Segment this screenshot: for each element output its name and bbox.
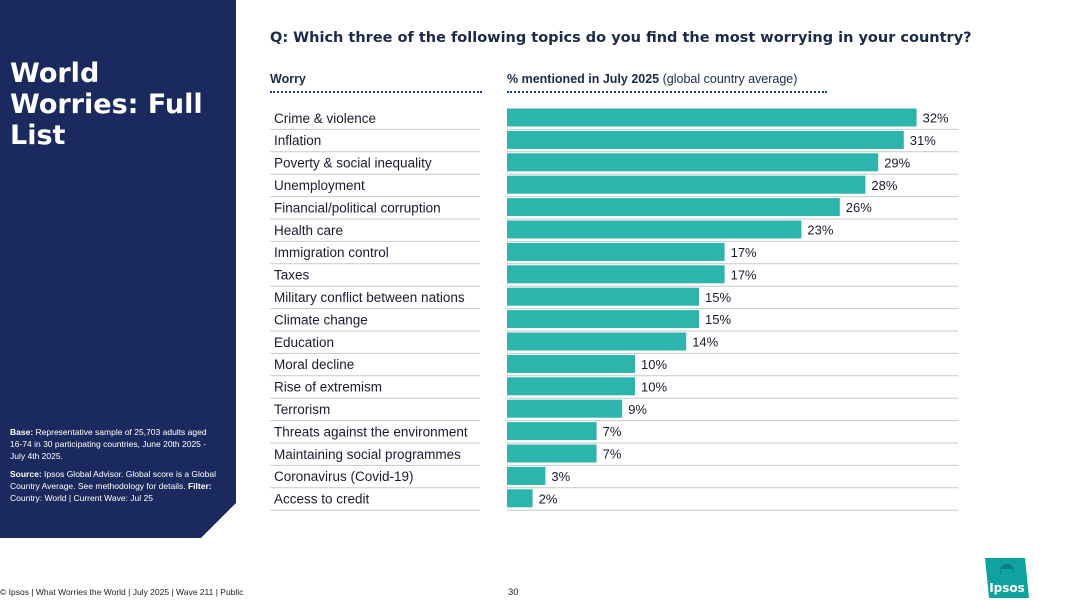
bar xyxy=(507,265,725,284)
category-label: Rise of extremism xyxy=(274,380,382,395)
bar xyxy=(507,287,699,306)
data-label: 31% xyxy=(910,133,936,148)
category-label: Crime & violence xyxy=(274,111,376,126)
logo-text: Ipsos xyxy=(989,581,1025,595)
base-label: Base: xyxy=(10,427,34,437)
data-label: 15% xyxy=(705,290,731,305)
category-label: Unemployment xyxy=(274,178,365,193)
data-label: 3% xyxy=(551,469,570,484)
filter-label: Filter: xyxy=(187,481,212,491)
data-label: 10% xyxy=(641,379,667,394)
category-label: Taxes xyxy=(274,268,310,283)
category-label: Coronavirus (Covid-19) xyxy=(274,469,414,484)
column-header-worry: Worry xyxy=(270,72,482,93)
page-title: World Worries: Full List xyxy=(10,58,203,151)
bar xyxy=(507,108,917,127)
category-label: Climate change xyxy=(274,312,368,327)
data-label: 29% xyxy=(884,155,910,170)
category-label: Maintaining social programmes xyxy=(274,447,461,462)
data-label: 10% xyxy=(641,357,667,372)
category-label: Inflation xyxy=(274,133,321,148)
category-label: Poverty & social inequality xyxy=(274,156,432,171)
bar xyxy=(507,466,546,485)
bar xyxy=(507,354,635,373)
data-label: 7% xyxy=(603,447,622,462)
source-label: Source: xyxy=(10,469,42,479)
source-text: Ipsos Global Advisor. Global score is a … xyxy=(10,469,216,491)
data-label: 26% xyxy=(846,200,872,215)
data-label: 23% xyxy=(807,223,833,238)
base-text: Representative sample of 25,703 adults a… xyxy=(10,427,207,461)
bar xyxy=(507,310,699,329)
sidebar-panel: World Worries: Full List Base: Represent… xyxy=(0,0,236,538)
bar xyxy=(507,153,879,172)
bar xyxy=(507,175,866,194)
bar xyxy=(507,399,623,418)
data-label: 15% xyxy=(705,312,731,327)
bar xyxy=(507,444,597,463)
data-label: 32% xyxy=(923,111,949,126)
sidebar-background xyxy=(0,0,236,538)
data-label: 14% xyxy=(692,335,718,350)
footer-text: © Ipsos | What Worries the World | July … xyxy=(0,587,244,597)
category-label: Education xyxy=(274,335,334,350)
ipsos-logo: Ipsos xyxy=(985,558,1029,598)
bar xyxy=(507,377,635,396)
bar xyxy=(507,489,533,508)
methodology-notes: Base: Representative sample of 25,703 ad… xyxy=(10,426,216,510)
filter-text: Country: World | Current Wave: Jul 25 xyxy=(10,493,153,503)
category-label: Terrorism xyxy=(274,402,330,417)
ipsos-logo-icon: Ipsos xyxy=(985,558,1029,598)
bar xyxy=(507,242,725,261)
category-label: Health care xyxy=(274,223,343,238)
bar xyxy=(507,422,597,441)
page-number: 30 xyxy=(508,587,519,598)
data-label: 7% xyxy=(603,424,622,439)
bar xyxy=(507,130,904,149)
source-note: Source: Ipsos Global Advisor. Global sco… xyxy=(10,468,216,504)
survey-question: Q: Which three of the following topics d… xyxy=(270,30,972,46)
category-label: Military conflict between nations xyxy=(274,290,465,305)
category-label: Immigration control xyxy=(274,245,389,260)
base-note: Base: Representative sample of 25,703 ad… xyxy=(10,426,216,462)
column-header-percent: % mentioned in July 2025 (global country… xyxy=(507,72,827,93)
data-label: 17% xyxy=(731,267,757,282)
column-header-percent-rest: (global country average) xyxy=(659,72,798,86)
bar xyxy=(507,198,840,217)
category-label: Financial/political corruption xyxy=(274,200,441,215)
data-label: 2% xyxy=(539,491,558,506)
column-header-percent-bold: % mentioned in July 2025 xyxy=(507,72,660,86)
category-label: Threats against the environment xyxy=(274,424,468,439)
bar xyxy=(507,220,802,239)
data-label: 9% xyxy=(628,402,647,417)
category-label: Moral decline xyxy=(274,357,354,372)
category-label: Access to credit xyxy=(274,492,370,507)
data-label: 17% xyxy=(731,245,757,260)
data-label: 28% xyxy=(871,178,897,193)
bar xyxy=(507,332,687,351)
